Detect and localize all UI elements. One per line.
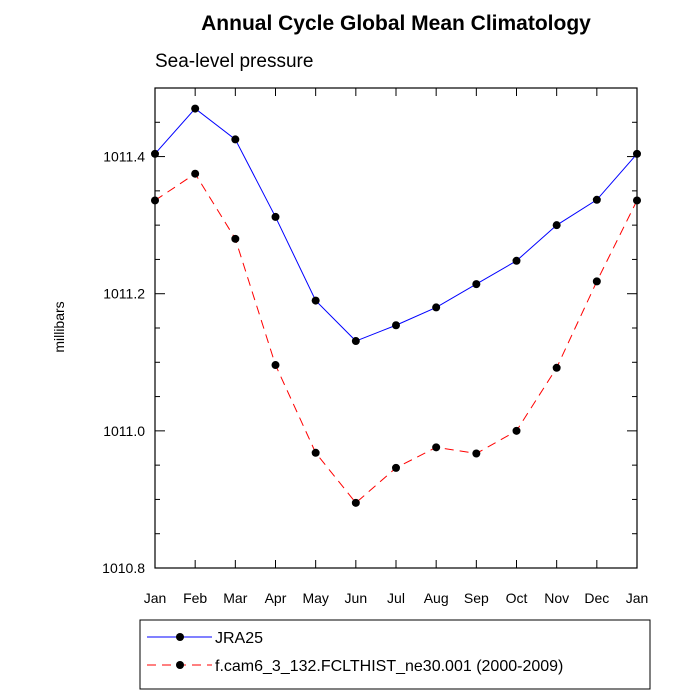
- y-tick-label: 1010.8: [102, 560, 145, 576]
- data-point: [351, 337, 360, 346]
- series-line-1: [154, 107, 638, 342]
- data-point: [231, 135, 240, 144]
- data-point: [472, 449, 481, 458]
- data-point: [552, 363, 561, 372]
- chart-subtitle: Sea-level pressure: [155, 51, 313, 72]
- data-point: [191, 169, 200, 178]
- x-tick-label: Apr: [265, 590, 287, 606]
- legend-box: [139, 619, 651, 690]
- data-point: [351, 498, 360, 507]
- legend-entries: JRA25 f.cam6_3_132.FCLTHIST_ne30.001 (200…: [147, 630, 563, 675]
- y-tick-label: 1011.2: [103, 286, 145, 302]
- legend: JRA25 f.cam6_3_132.FCLTHIST_ne30.001 (200…: [139, 619, 651, 690]
- x-tick-label: Jan: [626, 590, 649, 606]
- data-point: [472, 280, 481, 289]
- x-tick-label: Jun: [345, 590, 368, 606]
- x-tick-label: Jan: [144, 590, 167, 606]
- data-point: [432, 443, 441, 452]
- x-tick-label: Jul: [387, 590, 405, 606]
- y-tick-label: 1011.4: [103, 149, 145, 165]
- chart-title: Annual Cycle Global Mean Climatology: [201, 12, 591, 35]
- legend-marker: [176, 661, 184, 669]
- data-point: [392, 463, 400, 472]
- x-tick-label: Nov: [544, 590, 569, 606]
- data-point: [231, 234, 240, 243]
- y-axis-label: millibars: [51, 301, 67, 352]
- x-tick-label: Oct: [506, 590, 528, 606]
- data-point: [512, 426, 521, 435]
- data-point: [592, 195, 601, 204]
- legend-marker: [176, 633, 184, 641]
- plot-area-frame: [154, 87, 638, 569]
- x-tick-label: Dec: [584, 590, 609, 606]
- data-point: [552, 221, 561, 230]
- data-point: [311, 448, 320, 457]
- data-point: [271, 212, 280, 221]
- x-tick-label: Mar: [223, 590, 247, 606]
- data-point: [432, 303, 441, 312]
- data-point: [191, 104, 200, 113]
- x-tick-label: Feb: [183, 590, 207, 606]
- x-tick-label: Sep: [464, 590, 489, 606]
- x-tick-label: May: [302, 590, 328, 606]
- data-point: [512, 256, 521, 265]
- legend-label-1: JRA25: [215, 630, 263, 647]
- x-tick-label: Aug: [424, 590, 449, 606]
- series-line-2: [154, 173, 638, 504]
- data-point: [311, 296, 320, 305]
- data-point: [271, 361, 280, 370]
- series-layer: [151, 104, 641, 507]
- data-point: [592, 277, 601, 286]
- ticks-layer: Jan Feb Mar Apr May Jun Jul Aug Sep Oct Nov Dec Jan 1…: [102, 87, 649, 606]
- y-tick-label: 1011.0: [103, 423, 145, 439]
- legend-label-2: f.cam6_3_132.FCLTHIST_ne30.001 (2000-200…: [215, 658, 563, 675]
- data-point: [392, 321, 400, 330]
